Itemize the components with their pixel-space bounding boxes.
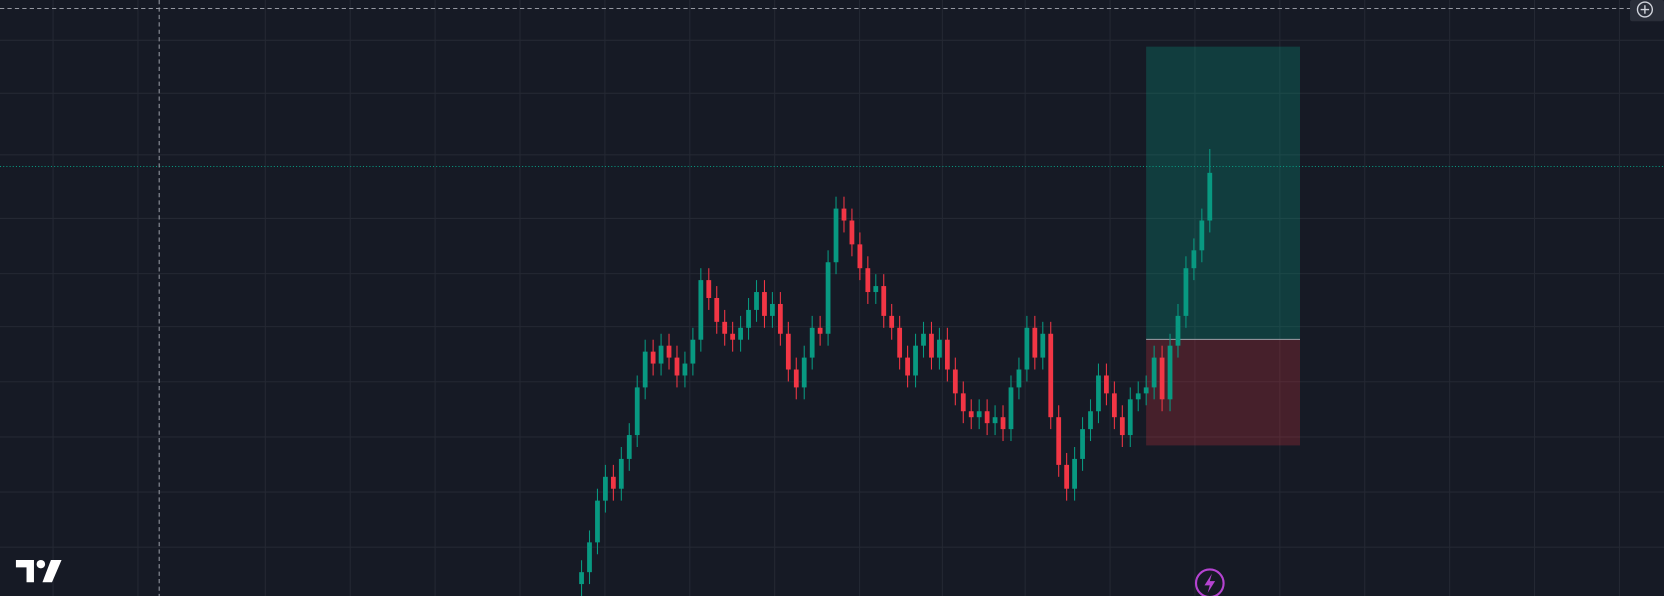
candle-body — [921, 333, 926, 346]
candle-body — [579, 572, 584, 585]
candle-body — [1111, 393, 1117, 418]
candle-body — [674, 357, 680, 376]
candle-body — [1119, 417, 1125, 436]
candle-body — [1143, 387, 1149, 394]
candle-body — [1048, 333, 1054, 418]
candle-body — [968, 411, 974, 418]
candle-body — [873, 286, 879, 293]
candle-body — [960, 393, 966, 412]
candle-body — [754, 292, 759, 310]
candle-body — [881, 286, 887, 316]
candle-body — [976, 411, 982, 418]
candle-body — [698, 280, 704, 340]
candle-body — [801, 357, 807, 388]
candle-body — [634, 387, 640, 436]
candle-body — [825, 262, 831, 334]
candle-body — [1207, 172, 1213, 221]
candle-body — [865, 268, 871, 293]
candle-body — [785, 333, 791, 370]
candle-body — [809, 327, 815, 358]
candle-body — [1056, 417, 1062, 465]
candle-body — [841, 208, 847, 221]
candle-body — [905, 357, 910, 376]
candle-body — [777, 303, 783, 334]
alert-icon — [1204, 573, 1216, 593]
candle-body — [1032, 327, 1038, 358]
candle-body — [913, 345, 918, 376]
candle-body — [817, 327, 823, 334]
alert-button[interactable] — [1194, 568, 1225, 596]
candle-body — [1183, 268, 1189, 316]
candle-body — [626, 435, 632, 459]
logo — [15, 559, 62, 583]
candle-body — [1135, 393, 1141, 400]
candle-body — [650, 351, 656, 364]
candle-body — [618, 458, 624, 489]
candle-body — [944, 339, 950, 370]
candle-body — [762, 292, 767, 316]
candle-body — [849, 220, 855, 245]
candle-body — [1191, 250, 1197, 269]
candle-body — [730, 333, 736, 340]
candle-body — [793, 369, 799, 388]
candle-body — [603, 476, 608, 501]
candle-body — [658, 345, 664, 364]
candle-body — [984, 411, 990, 424]
candle-body — [1000, 417, 1006, 430]
candle-body — [610, 476, 616, 489]
candle-body — [1104, 375, 1109, 394]
candle-body — [722, 321, 728, 334]
candle-body — [666, 345, 672, 358]
candle-body — [1072, 458, 1077, 489]
candle-body — [690, 339, 696, 364]
candle-body — [595, 500, 600, 543]
candle-body — [1199, 220, 1205, 251]
candle-body — [1080, 429, 1085, 459]
candle-body — [1040, 333, 1046, 358]
candle-body — [937, 339, 942, 358]
candle-body — [1159, 357, 1165, 400]
candle-body — [1088, 411, 1093, 430]
candle-body — [1167, 345, 1173, 400]
candle-body — [1127, 399, 1133, 436]
candle-body — [1008, 387, 1014, 430]
candle-body — [587, 542, 592, 573]
candle-body — [746, 309, 751, 328]
candle-body — [1064, 464, 1070, 489]
candles — [579, 149, 1213, 596]
candle-body — [897, 327, 903, 358]
candle-body — [738, 327, 743, 340]
profit-zone[interactable] — [1146, 46, 1300, 340]
candle-body — [1096, 375, 1101, 412]
candle-body — [1016, 369, 1022, 388]
candle-body — [1024, 327, 1030, 370]
candle-body — [706, 280, 712, 298]
candle-body — [714, 298, 720, 322]
candle-body — [770, 303, 775, 316]
candle-body — [929, 333, 934, 358]
candle-body — [833, 208, 839, 263]
add-icon — [1636, 1, 1654, 18]
candle-body — [682, 363, 688, 376]
add-icon-plus — [1640, 5, 1650, 14]
candle-body — [857, 244, 863, 269]
candle-body — [642, 351, 648, 388]
candle-body — [1175, 315, 1181, 346]
candle-body — [889, 315, 895, 328]
candle-body — [952, 369, 958, 394]
add-button[interactable] — [1630, 0, 1664, 22]
candle-body — [992, 417, 998, 424]
candle-body — [1151, 357, 1157, 388]
